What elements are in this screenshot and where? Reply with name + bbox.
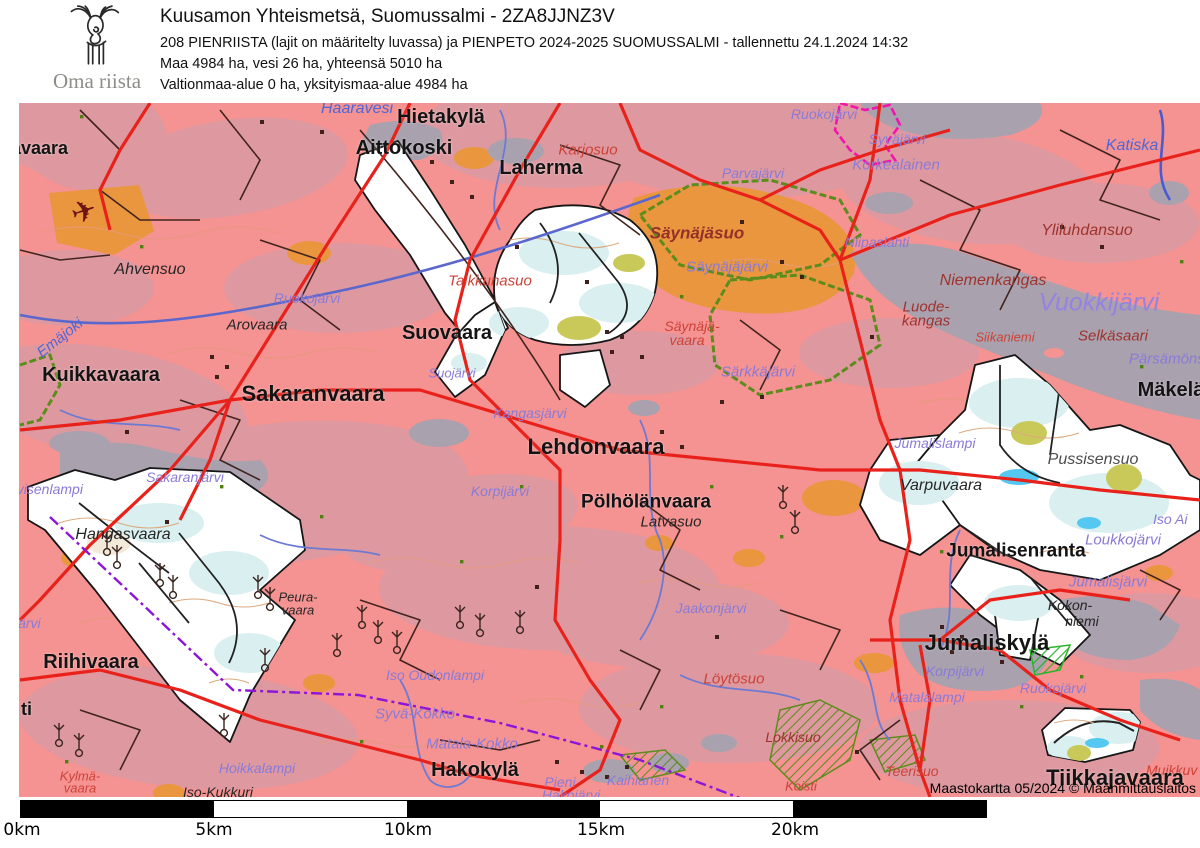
area-detail bbox=[1047, 712, 1140, 761]
logo-text: Oma riista bbox=[52, 69, 142, 93]
scale-segment bbox=[214, 801, 407, 817]
scale-segment bbox=[407, 801, 600, 817]
municipal-boundary bbox=[49, 516, 741, 797]
map-attribution: Maastokartta 05/2024 © Maanmittauslaitos bbox=[929, 780, 1196, 796]
building-marks bbox=[125, 120, 1104, 779]
magenta-boundary bbox=[833, 103, 902, 167]
minor-roads bbox=[19, 109, 1181, 781]
area-line: Maa 4984 ha, vesi 26 ha, yhteensä 5010 h… bbox=[160, 56, 443, 72]
main-roads bbox=[19, 103, 1200, 797]
scale-segment bbox=[600, 801, 793, 817]
topographic-map: ✈ bbox=[19, 103, 1200, 797]
moose-icon bbox=[70, 5, 120, 65]
header-text: Kuusamon Yhteismetsä, Suomussalmi - 2ZA8… bbox=[160, 4, 1190, 98]
scale-bar bbox=[20, 800, 987, 818]
map-canvas: ✈ bbox=[19, 103, 1200, 797]
scale-label: 5km bbox=[195, 820, 233, 840]
permit-line: 208 PIENRIISTA (lajit on määritelty luva… bbox=[160, 35, 909, 51]
scale-segment bbox=[21, 801, 214, 817]
green-areas bbox=[618, 644, 1072, 791]
oma-riista-logo: Oma riista bbox=[42, 4, 152, 96]
header: Oma riista Kuusamon Yhteismetsä, Suomuss… bbox=[0, 0, 1200, 103]
green-boundary bbox=[19, 178, 882, 427]
scale-label: 0km bbox=[3, 820, 41, 840]
page-title: Kuusamon Yhteismetsä, Suomussalmi - 2ZA8… bbox=[160, 6, 615, 27]
land-line: Valtionmaa-alue 0 ha, yksityismaa-alue 4… bbox=[160, 77, 468, 93]
scale-label: 20km bbox=[770, 820, 820, 840]
scale-labels: 0km 5km 10km 15km 20km bbox=[0, 820, 1200, 842]
scale-segment bbox=[793, 801, 986, 817]
scale-label: 10km bbox=[383, 820, 433, 840]
open-terrain-patches bbox=[49, 147, 1173, 797]
area-detail bbox=[58, 502, 284, 684]
green-dots bbox=[65, 115, 1184, 764]
area-detail bbox=[451, 222, 658, 373]
scale-label: 15km bbox=[576, 820, 626, 840]
